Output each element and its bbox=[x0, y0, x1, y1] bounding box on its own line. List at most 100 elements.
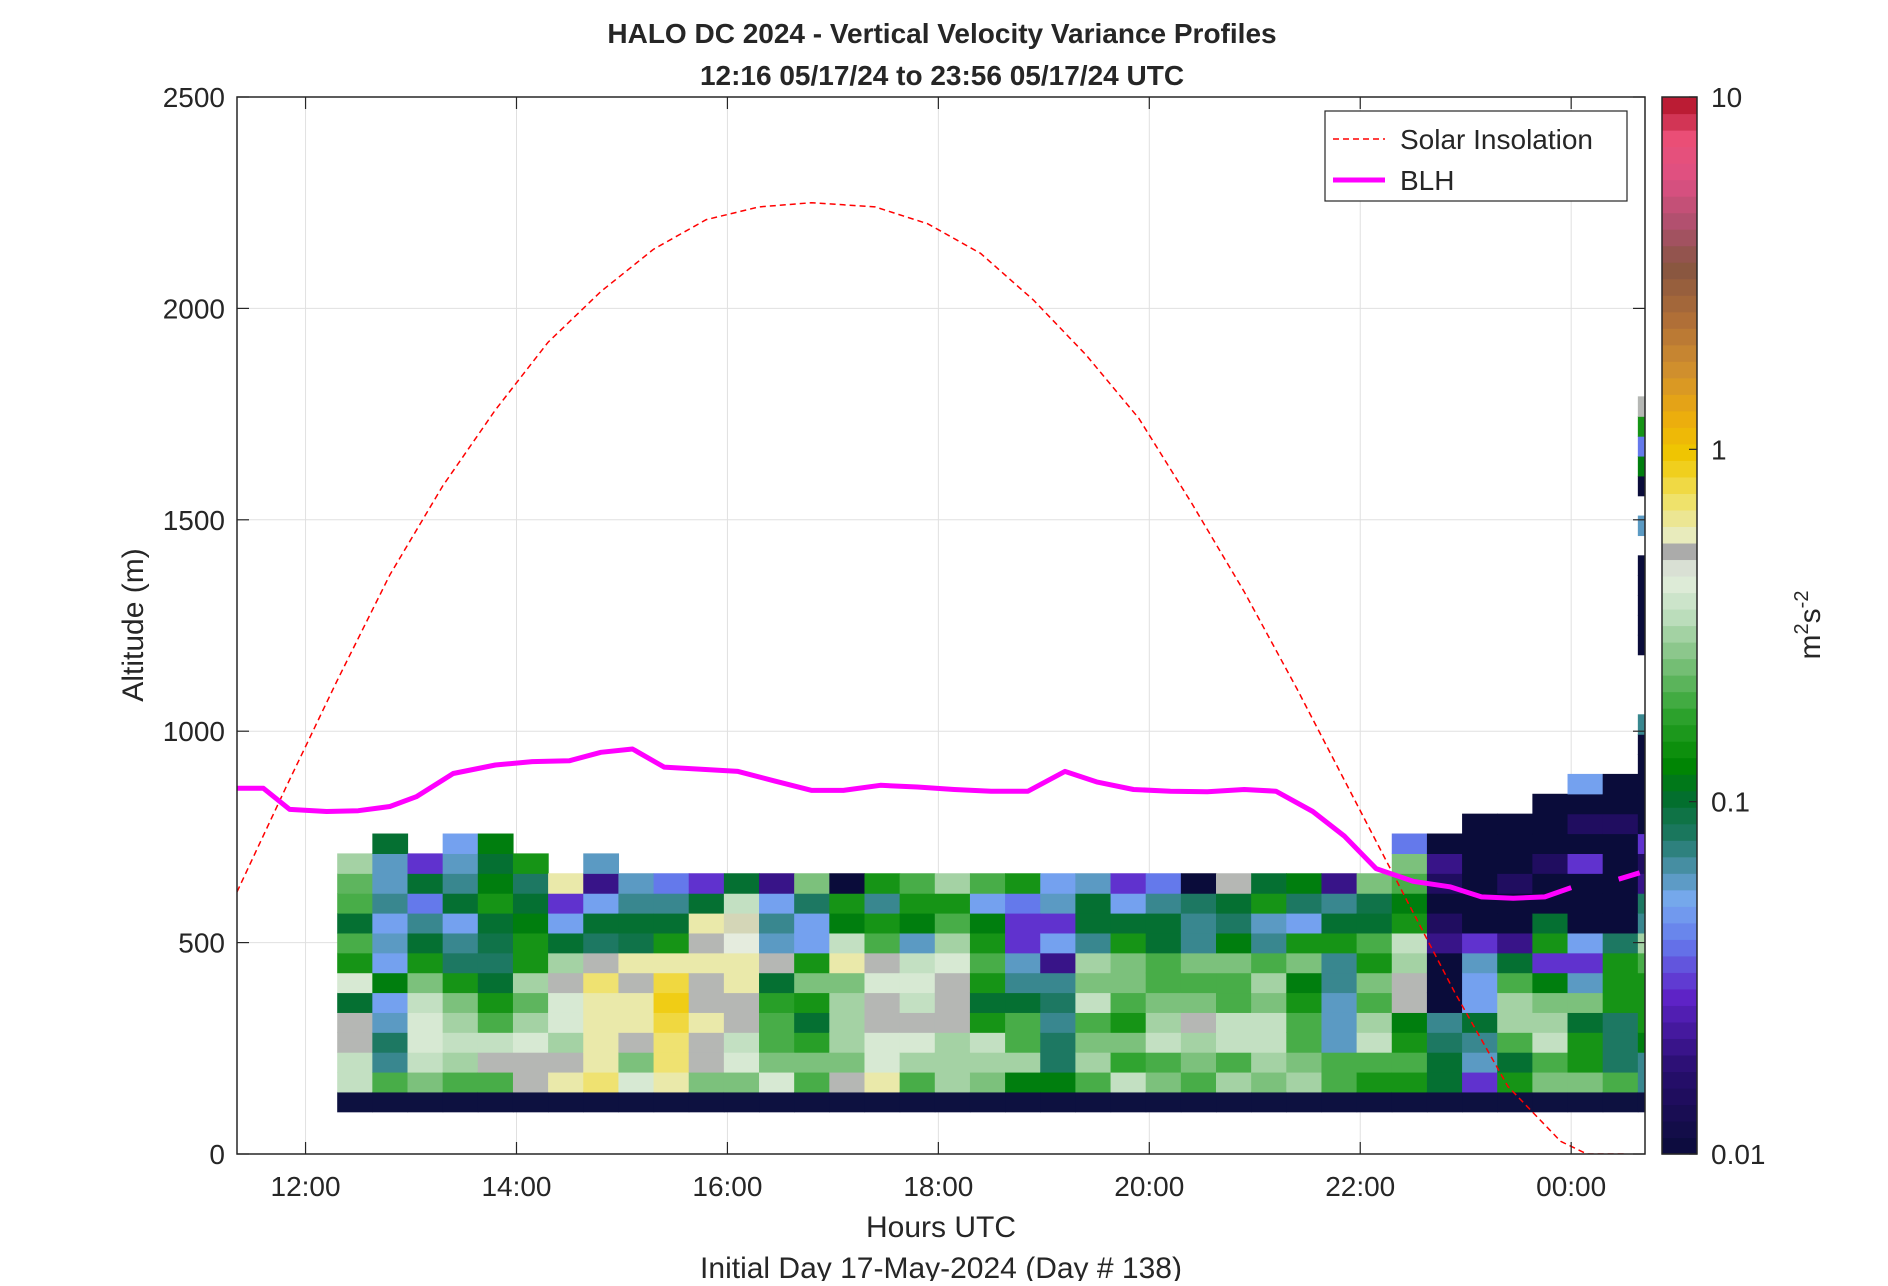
heatmap-cell bbox=[1356, 1012, 1393, 1033]
colorbar-segment bbox=[1662, 278, 1697, 296]
heatmap-cell bbox=[442, 932, 479, 954]
blh-line bbox=[237, 746, 1573, 901]
heatmap-cell bbox=[1426, 1012, 1463, 1033]
heatmap-cell bbox=[548, 952, 584, 974]
heatmap-cell bbox=[618, 932, 655, 954]
colorbar-segment bbox=[1662, 311, 1697, 329]
heatmap-cell bbox=[864, 913, 901, 934]
y-tick-label: 1000 bbox=[163, 716, 225, 747]
heatmap-cell bbox=[618, 972, 655, 994]
heatmap-cell bbox=[653, 1032, 690, 1053]
heatmap-cell bbox=[337, 1032, 373, 1053]
heatmap-cell bbox=[1567, 893, 1604, 914]
heatmap-cell bbox=[372, 853, 409, 874]
heatmap-cell bbox=[477, 913, 514, 934]
heatmap-cell bbox=[829, 913, 866, 934]
heatmap-cell bbox=[372, 932, 409, 954]
heatmap-cell bbox=[794, 1012, 830, 1033]
heatmap-cell bbox=[688, 913, 725, 934]
colorbar-segment bbox=[1662, 873, 1697, 891]
heatmap-cell bbox=[1321, 893, 1358, 914]
heatmap-cell bbox=[512, 1012, 549, 1033]
colorbar-segment bbox=[1662, 1137, 1697, 1155]
heatmap-cell bbox=[653, 992, 690, 1013]
heatmap-cell bbox=[794, 1091, 830, 1113]
heatmap-cell bbox=[688, 952, 725, 974]
heatmap-cell bbox=[688, 932, 725, 954]
heatmap-cell bbox=[1426, 992, 1463, 1013]
heatmap-cell bbox=[1251, 1071, 1287, 1093]
heatmap-cell bbox=[1602, 793, 1639, 815]
colorbar-segment bbox=[1662, 691, 1697, 709]
heatmap-cell bbox=[1602, 913, 1639, 934]
heatmap-cell bbox=[759, 992, 795, 1013]
heatmap-cell bbox=[1532, 992, 1569, 1013]
heatmap-cell bbox=[477, 1091, 514, 1113]
heatmap-cell bbox=[794, 992, 830, 1013]
heatmap-cell bbox=[969, 1091, 1006, 1113]
heatmap-cell bbox=[829, 1091, 866, 1113]
heatmap-cell bbox=[1637, 853, 1645, 874]
heatmap-cell bbox=[477, 1052, 514, 1073]
heatmap-cell bbox=[1216, 1091, 1252, 1113]
heatmap-cell bbox=[1426, 972, 1463, 994]
heatmap-cell bbox=[1321, 1012, 1358, 1033]
heatmap-cell bbox=[829, 972, 866, 994]
y-tick-label: 2500 bbox=[163, 82, 225, 113]
chart-title: HALO DC 2024 - Vertical Velocity Varianc… bbox=[607, 18, 1276, 49]
heatmap-cell bbox=[1637, 992, 1645, 1013]
heatmap-cell bbox=[1497, 1091, 1533, 1113]
heatmap-cell bbox=[723, 1091, 760, 1113]
heatmap-cell bbox=[1040, 1091, 1076, 1113]
heatmap-cell bbox=[1637, 515, 1645, 537]
heatmap-cell bbox=[1567, 1012, 1604, 1033]
heatmap-cell bbox=[1286, 893, 1323, 914]
heatmap-cell bbox=[1251, 893, 1287, 914]
heatmap-cell bbox=[794, 893, 830, 914]
colorbar-segment bbox=[1662, 1021, 1697, 1039]
heatmap-cell bbox=[1286, 1032, 1323, 1053]
heatmap-cell bbox=[1426, 1032, 1463, 1053]
heatmap-cell bbox=[1040, 972, 1076, 994]
heatmap-cell bbox=[442, 893, 479, 914]
heatmap-cell bbox=[934, 952, 971, 974]
colorbar-segment bbox=[1662, 427, 1697, 445]
colorbar-segment bbox=[1662, 939, 1697, 957]
colorbar-segment bbox=[1662, 625, 1697, 643]
colorbar-segment bbox=[1662, 460, 1697, 478]
heatmap-cell bbox=[1145, 893, 1182, 914]
heatmap-cell bbox=[548, 913, 584, 934]
heatmap-cell bbox=[407, 1052, 444, 1073]
heatmap-cell bbox=[1356, 972, 1393, 994]
heatmap-cell bbox=[1426, 893, 1463, 914]
colorbar-segment bbox=[1662, 344, 1697, 362]
colorbar-segment bbox=[1662, 394, 1697, 412]
heatmap-cell bbox=[477, 992, 514, 1013]
heatmap-cell bbox=[934, 1071, 971, 1093]
heatmap-cell bbox=[1637, 793, 1645, 815]
heatmap-cell bbox=[1497, 1071, 1533, 1093]
heatmap-cell bbox=[583, 853, 620, 874]
heatmap-cell bbox=[1391, 1052, 1428, 1073]
heatmap-cell bbox=[1391, 952, 1428, 974]
heatmap-cell bbox=[899, 1052, 936, 1073]
colorbar-segment bbox=[1662, 493, 1697, 511]
heatmap-cell bbox=[442, 1012, 479, 1033]
heatmap-cell bbox=[407, 893, 444, 914]
colorbar-segment bbox=[1662, 542, 1697, 561]
heatmap-cell bbox=[1145, 1091, 1182, 1113]
heatmap-cell bbox=[1602, 813, 1639, 835]
heatmap-cell bbox=[1286, 1052, 1323, 1073]
heatmap-cell bbox=[1637, 773, 1645, 795]
heatmap-cell bbox=[1532, 932, 1569, 954]
colorbar-segment bbox=[1662, 262, 1697, 280]
heatmap-cell bbox=[1567, 932, 1604, 954]
colorbar-segment bbox=[1662, 774, 1697, 792]
heatmap-cell bbox=[1497, 813, 1533, 835]
heatmap-cell bbox=[1356, 1071, 1393, 1093]
heatmap-cell bbox=[1251, 1052, 1287, 1073]
heatmap-cell bbox=[864, 873, 901, 894]
heatmap-cell bbox=[1075, 972, 1112, 994]
heatmap-cell bbox=[1532, 1052, 1569, 1073]
colorbar-segment bbox=[1662, 361, 1697, 379]
